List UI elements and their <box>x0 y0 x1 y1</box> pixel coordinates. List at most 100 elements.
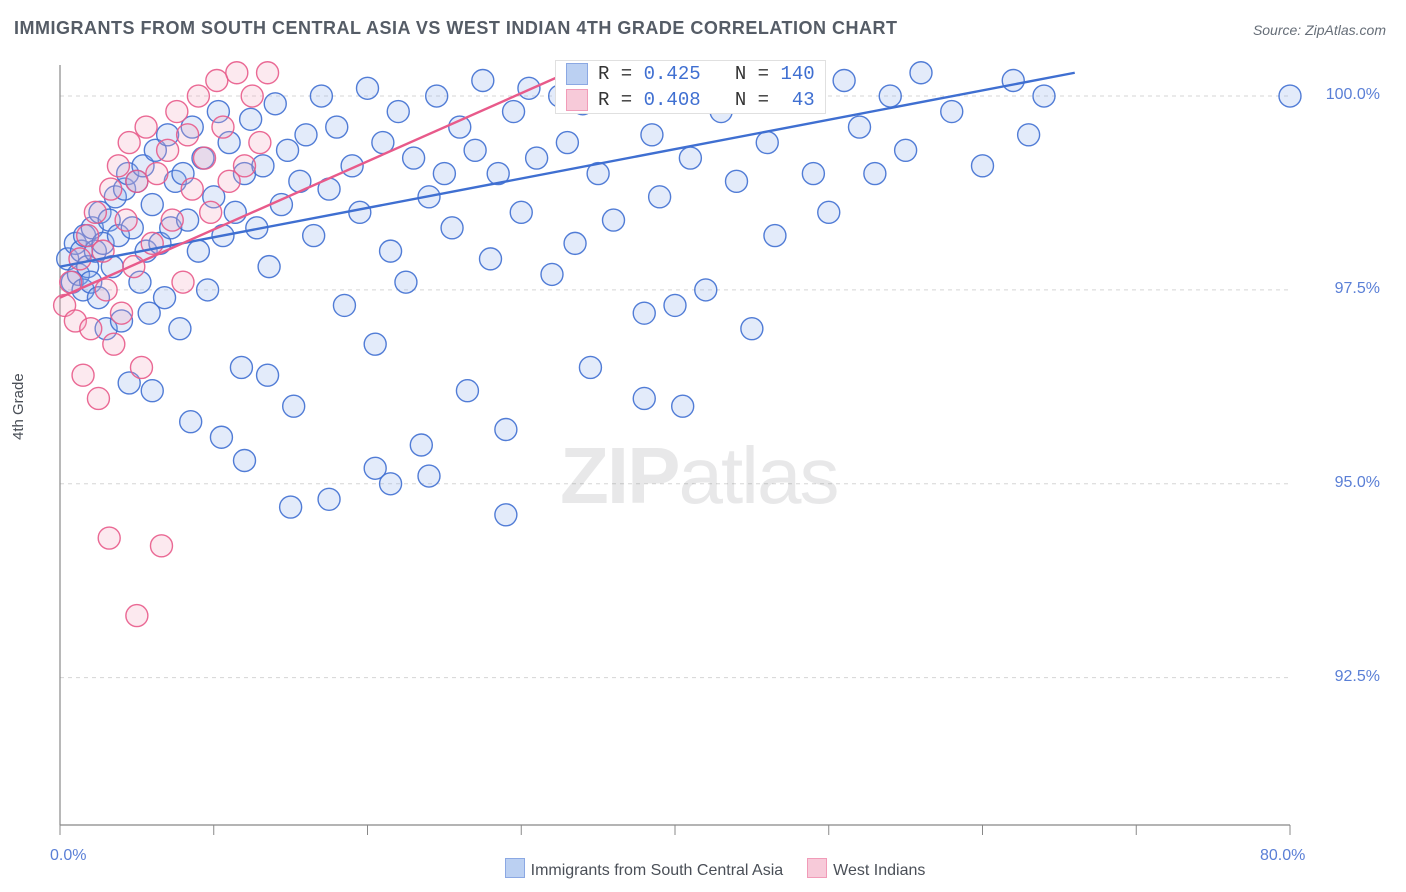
scatter-point-sca <box>403 147 425 169</box>
stats-swatch-sca <box>566 63 588 85</box>
correlation-stats-box: R = 0.425 N = 140R = 0.408 N = 43 <box>555 60 826 114</box>
scatter-point-wi <box>123 256 145 278</box>
scatter-point-sca <box>258 256 280 278</box>
scatter-point-wi <box>100 178 122 200</box>
scatter-point-sca <box>802 163 824 185</box>
scatter-point-sca <box>526 147 548 169</box>
stats-r-label: R = <box>598 63 632 85</box>
legend-label-sca: Immigrants from South Central Asia <box>531 862 784 879</box>
scatter-point-sca <box>197 279 219 301</box>
scatter-point-sca <box>503 101 525 123</box>
scatter-point-wi <box>84 201 106 223</box>
bottom-legend: Immigrants from South Central Asia West I… <box>0 858 1406 880</box>
scatter-point-wi <box>187 85 209 107</box>
scatter-point-wi <box>135 116 157 138</box>
scatter-point-wi <box>226 62 248 84</box>
scatter-point-wi <box>146 163 168 185</box>
scatter-point-wi <box>200 201 222 223</box>
scatter-point-wi <box>126 170 148 192</box>
y-tick-label: 92.5% <box>1310 668 1380 686</box>
scatter-point-sca <box>333 294 355 316</box>
stats-n-label: N = <box>701 63 769 85</box>
scatter-point-sca <box>303 225 325 247</box>
stats-n-value: 140 <box>769 63 815 85</box>
y-tick-label: 95.0% <box>1310 474 1380 492</box>
scatter-point-sca <box>564 232 586 254</box>
scatter-point-sca <box>679 147 701 169</box>
scatter-point-sca <box>672 395 694 417</box>
scatter-point-sca <box>441 217 463 239</box>
scatter-point-sca <box>210 426 232 448</box>
scatter-point-sca <box>941 101 963 123</box>
scatter-point-wi <box>234 155 256 177</box>
scatter-point-sca <box>1002 70 1024 92</box>
scatter-point-sca <box>180 411 202 433</box>
scatter-point-sca <box>849 116 871 138</box>
scatter-point-sca <box>818 201 840 223</box>
scatter-point-sca <box>230 356 252 378</box>
x-tick-label: 0.0% <box>50 847 86 865</box>
scatter-point-sca <box>277 139 299 161</box>
scatter-point-sca <box>895 139 917 161</box>
scatter-point-sca <box>556 132 578 154</box>
scatter-point-sca <box>326 116 348 138</box>
scatter-point-sca <box>633 387 655 409</box>
scatter-point-sca <box>833 70 855 92</box>
scatter-point-wi <box>69 248 91 270</box>
scatter-point-sca <box>310 85 332 107</box>
scatter-point-wi <box>80 318 102 340</box>
stats-swatch-wi <box>566 89 588 111</box>
scatter-point-wi <box>249 132 271 154</box>
scatter-point-sca <box>410 434 432 456</box>
scatter-point-sca <box>426 85 448 107</box>
chart-title: IMMIGRANTS FROM SOUTH CENTRAL ASIA VS WE… <box>14 18 898 39</box>
stats-n-label: N = <box>701 89 769 111</box>
scatter-point-sca <box>280 496 302 518</box>
scatter-point-sca <box>495 504 517 526</box>
legend-label-wi: West Indians <box>833 862 925 879</box>
scatter-point-sca <box>695 279 717 301</box>
scatter-point-sca <box>283 395 305 417</box>
scatter-point-sca <box>879 85 901 107</box>
scatter-point-sca <box>480 248 502 270</box>
scatter-point-sca <box>387 101 409 123</box>
scatter-point-sca <box>510 201 532 223</box>
scatter-point-wi <box>181 178 203 200</box>
scatter-point-sca <box>972 155 994 177</box>
scatter-point-sca <box>154 287 176 309</box>
scatter-point-wi <box>161 209 183 231</box>
scatter-point-sca <box>664 294 686 316</box>
scatter-point-sca <box>380 473 402 495</box>
legend-swatch-wi <box>807 858 827 878</box>
x-tick-label: 80.0% <box>1260 847 1305 865</box>
scatter-point-sca <box>456 380 478 402</box>
scatter-point-sca <box>603 209 625 231</box>
scatter-point-wi <box>150 535 172 557</box>
scatter-point-wi <box>177 124 199 146</box>
chart-container: IMMIGRANTS FROM SOUTH CENTRAL ASIA VS WE… <box>0 0 1406 892</box>
scatter-point-sca <box>518 77 540 99</box>
scatter-point-wi <box>126 605 148 627</box>
scatter-point-sca <box>264 93 286 115</box>
scatter-point-wi <box>157 139 179 161</box>
scatter-point-wi <box>115 209 137 231</box>
scatter-point-wi <box>166 101 188 123</box>
scatter-point-sca <box>633 302 655 324</box>
scatter-point-sca <box>741 318 763 340</box>
scatter-point-sca <box>1018 124 1040 146</box>
stats-r-value: 0.408 <box>632 89 700 111</box>
scatter-point-sca <box>234 450 256 472</box>
scatter-point-wi <box>206 70 228 92</box>
stats-r-label: R = <box>598 89 632 111</box>
scatter-point-sca <box>364 333 386 355</box>
scatter-point-sca <box>380 240 402 262</box>
scatter-point-sca <box>1279 85 1301 107</box>
scatter-point-sca <box>141 194 163 216</box>
scatter-point-sca <box>864 163 886 185</box>
stats-n-value: 43 <box>769 89 815 111</box>
scatter-point-wi <box>95 279 117 301</box>
scatter-point-wi <box>130 356 152 378</box>
scatter-point-sca <box>395 271 417 293</box>
scatter-point-wi <box>257 62 279 84</box>
scatter-point-sca <box>141 380 163 402</box>
